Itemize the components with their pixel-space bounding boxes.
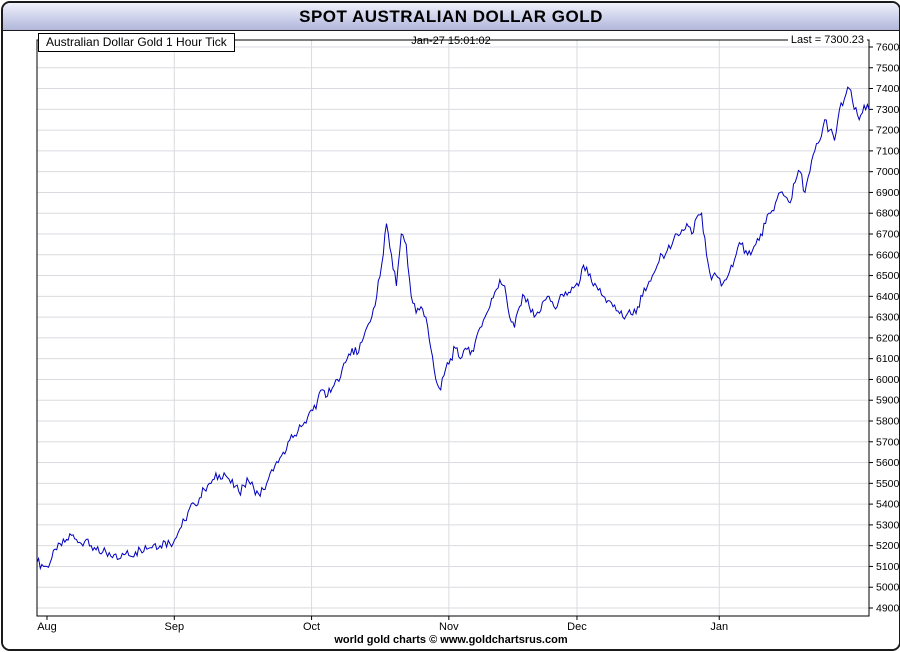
svg-text:5500: 5500 (876, 478, 899, 490)
svg-text:7200: 7200 (876, 125, 899, 137)
svg-text:6700: 6700 (876, 229, 899, 241)
svg-text:6300: 6300 (876, 312, 899, 324)
svg-text:7400: 7400 (876, 83, 899, 95)
footer-credit: world gold charts © www.goldchartsrus.co… (334, 634, 568, 646)
svg-text:Aug: Aug (37, 621, 57, 633)
svg-text:7500: 7500 (876, 62, 899, 74)
svg-text:7300: 7300 (876, 104, 899, 116)
svg-text:6800: 6800 (876, 208, 899, 220)
price-chart: 4900 5000 5100 5200 5300 5400 5500 5600 5700 5800… (36, 39, 899, 633)
svg-text:5700: 5700 (876, 436, 899, 448)
chart-series-label: Australian Dollar Gold 1 Hour Tick (38, 33, 235, 52)
svg-text:7600: 7600 (876, 42, 899, 54)
svg-text:5200: 5200 (876, 540, 899, 552)
svg-text:5000: 5000 (876, 582, 899, 594)
svg-text:Nov: Nov (439, 621, 459, 633)
svg-text:6400: 6400 (876, 291, 899, 303)
svg-text:6100: 6100 (876, 353, 899, 365)
last-price-badge: Last = 7300.23 (787, 34, 867, 46)
svg-text:5100: 5100 (876, 561, 899, 573)
svg-text:Dec: Dec (567, 621, 587, 633)
svg-text:6900: 6900 (876, 187, 899, 199)
svg-text:5900: 5900 (876, 395, 899, 407)
svg-text:5600: 5600 (876, 457, 899, 469)
svg-text:6000: 6000 (876, 374, 899, 386)
svg-text:7100: 7100 (876, 145, 899, 157)
window-title: SPOT AUSTRALIAN DOLLAR GOLD (3, 3, 899, 31)
svg-text:Jan: Jan (710, 621, 728, 633)
svg-text:4900: 4900 (876, 603, 899, 615)
svg-text:6500: 6500 (876, 270, 899, 282)
svg-text:7000: 7000 (876, 166, 899, 178)
svg-text:Oct: Oct (303, 621, 320, 633)
svg-text:5400: 5400 (876, 499, 899, 511)
chart-area: 4900 5000 5100 5200 5300 5400 5500 5600 5700 5800… (3, 31, 899, 649)
svg-text:5800: 5800 (876, 416, 899, 428)
svg-text:Sep: Sep (164, 621, 184, 633)
svg-text:6200: 6200 (876, 332, 899, 344)
svg-text:5300: 5300 (876, 519, 899, 531)
svg-text:6600: 6600 (876, 249, 899, 261)
